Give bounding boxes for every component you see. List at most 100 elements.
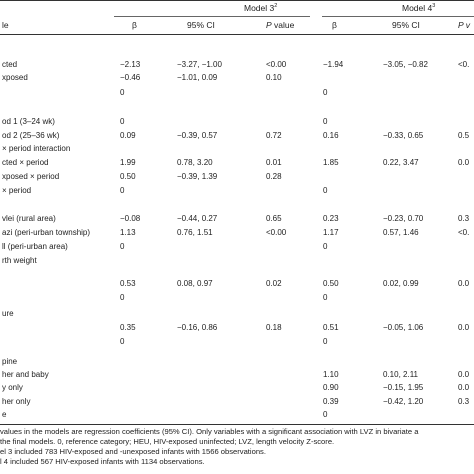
- model4-p: <0.: [458, 60, 470, 69]
- model4-ci: −0.23, 0.70: [383, 214, 424, 223]
- model4-ci: 0.22, 3.47: [383, 158, 419, 167]
- model4-beta: 0.39: [323, 397, 339, 406]
- row-label: rth weight: [2, 256, 37, 265]
- variable-column-header: le: [2, 20, 9, 30]
- model3-ci: 0.08, 0.97: [177, 279, 213, 288]
- model4-p: 0.3: [458, 214, 470, 223]
- model4-beta: 0.23: [323, 214, 339, 223]
- model3-beta: −0.08: [120, 214, 141, 223]
- model3-beta: 0: [120, 117, 125, 126]
- model4-beta: 0: [323, 293, 328, 302]
- top-rule: [0, 0, 474, 1]
- row-label: xposed: [2, 73, 28, 82]
- model3-p: 0.65: [266, 214, 282, 223]
- model4-beta-header: β: [332, 20, 337, 30]
- model3-underline: [114, 16, 310, 17]
- footnote-1: values in the models are regression coef…: [0, 427, 419, 436]
- model3-p-italic: P: [266, 20, 272, 30]
- model3-ci-header: 95% CI: [187, 20, 215, 30]
- model3-beta: −2.13: [120, 60, 141, 69]
- model4-beta: 1.85: [323, 158, 339, 167]
- model4-beta: 1.17: [323, 228, 339, 237]
- model4-underline: [322, 16, 474, 17]
- row-label: cted × period: [2, 158, 49, 167]
- model4-ci: 0.02, 0.99: [383, 279, 419, 288]
- model3-p: 0.02: [266, 279, 282, 288]
- model3-p: 0.01: [266, 158, 282, 167]
- footnote-2: the final models. 0, reference category;…: [0, 437, 335, 446]
- model3-p: <0.00: [266, 228, 287, 237]
- model3-p: 0.18: [266, 323, 282, 332]
- model4-ci: −0.15, 1.95: [383, 383, 424, 392]
- row-label: × period interaction: [2, 144, 71, 153]
- footnote-3: el 3 included 783 HIV-exposed and -unexp…: [0, 447, 266, 456]
- row-label: azi (peri-urban township): [2, 228, 91, 237]
- model4-beta: 0: [323, 337, 328, 346]
- model4-beta: 0.16: [323, 131, 339, 140]
- footnote-4: l 4 included 567 HIV-exposed infants wit…: [0, 457, 205, 466]
- model4-beta: 0.90: [323, 383, 339, 392]
- model4-p: 0.0: [458, 370, 470, 379]
- model4-sup: 3: [432, 3, 436, 10]
- row-label: × period: [2, 186, 32, 195]
- model4-header: Model 43: [402, 3, 435, 13]
- model3-beta: 0.50: [120, 172, 136, 181]
- model4-beta: 0.50: [323, 279, 339, 288]
- model4-p: <0.: [458, 228, 470, 237]
- row-label: y only: [2, 383, 23, 392]
- row-label: her and baby: [2, 370, 49, 379]
- model3-ci: −0.39, 1.39: [177, 172, 218, 181]
- model3-beta: 0: [120, 88, 125, 97]
- model4-beta: 0: [323, 186, 328, 195]
- model3-beta: 0.09: [120, 131, 136, 140]
- model3-ci: −0.44, 0.27: [177, 214, 218, 223]
- model4-ci: 0.10, 2.11: [383, 370, 418, 379]
- model3-beta: 0: [120, 337, 125, 346]
- model3-p: 0.72: [266, 131, 282, 140]
- row-label: pine: [2, 357, 18, 366]
- model4-beta: 0: [323, 410, 328, 419]
- row-label: od 2 (25–36 wk): [2, 131, 60, 140]
- model3-p: 0.28: [266, 172, 282, 181]
- model4-label: Model 4: [402, 3, 433, 13]
- model4-p: 0.0: [458, 383, 470, 392]
- model3-beta: 0: [120, 186, 125, 195]
- model3-ci: −0.16, 0.86: [177, 323, 218, 332]
- row-label: ure: [2, 309, 14, 318]
- model3-label: Model 3: [244, 3, 275, 13]
- model3-beta: 0.35: [120, 323, 136, 332]
- row-label: od 1 (3–24 wk): [2, 117, 55, 126]
- row-label: xposed × period: [2, 172, 60, 181]
- model4-p-header: P v: [458, 20, 470, 30]
- model3-beta-header: β: [132, 20, 137, 30]
- model3-beta: 1.13: [120, 228, 136, 237]
- model4-ci: −0.05, 1.06: [383, 323, 424, 332]
- model4-ci: −0.33, 0.65: [383, 131, 424, 140]
- model4-beta: 0.51: [323, 323, 339, 332]
- bottom-rule: [0, 424, 474, 425]
- model4-p: 0.0: [458, 323, 470, 332]
- model4-ci: −3.05, −0.82: [383, 60, 428, 69]
- row-label: ll (peri-urban area): [2, 242, 68, 251]
- model4-beta: −1.94: [323, 60, 344, 69]
- model3-sup: 2: [274, 3, 278, 10]
- model3-p: 0.10: [266, 73, 282, 82]
- row-label: her only: [2, 397, 31, 406]
- model4-p: 0.0: [458, 158, 470, 167]
- model4-ci: −0.42, 1.20: [383, 397, 424, 406]
- model3-p-rest: value: [271, 20, 295, 30]
- model3-ci: 0.76, 1.51: [177, 228, 213, 237]
- model3-header: Model 32: [244, 3, 277, 13]
- model4-beta: 0: [323, 88, 328, 97]
- model4-beta: 0: [323, 242, 328, 251]
- model3-beta: 0: [120, 242, 125, 251]
- model4-p: 0.0: [458, 279, 470, 288]
- model4-beta: 1.10: [323, 370, 339, 379]
- row-label: cted: [2, 60, 18, 69]
- model3-p: <0.00: [266, 60, 287, 69]
- model4-p: 0.3: [458, 397, 470, 406]
- model3-ci: −3.27, −1.00: [177, 60, 222, 69]
- model4-beta: 0: [323, 117, 328, 126]
- model3-beta: 1.99: [120, 158, 136, 167]
